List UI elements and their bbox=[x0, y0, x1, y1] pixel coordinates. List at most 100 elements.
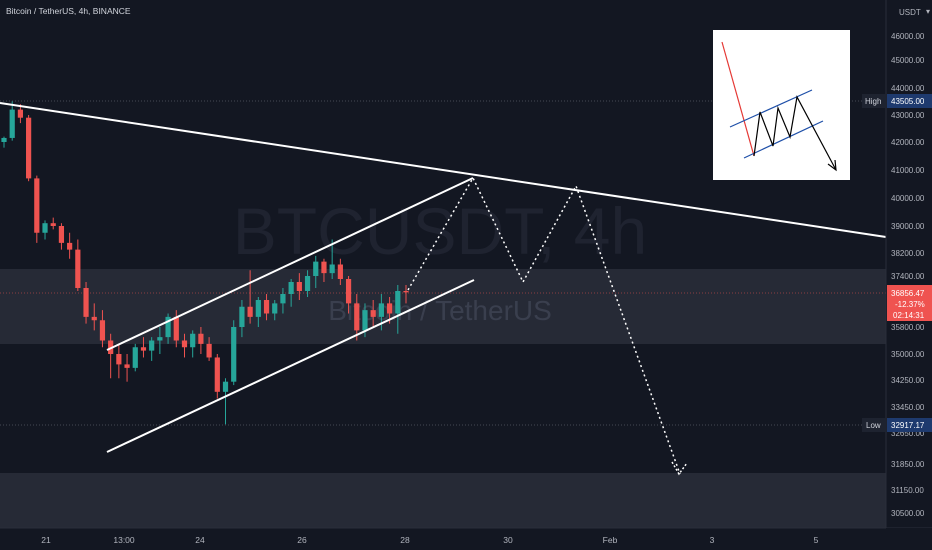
price-tick-label: 30500.00 bbox=[891, 509, 925, 518]
candle-body bbox=[345, 279, 352, 304]
price-ticks: 46000.00 45000.00 44000.00 43000.00 42000.00… bbox=[891, 32, 925, 518]
price-tick-label: 39000.00 bbox=[891, 222, 925, 231]
support-zone bbox=[0, 473, 886, 528]
candle-body bbox=[42, 223, 48, 233]
candle-body bbox=[165, 316, 171, 338]
candle-body bbox=[58, 226, 65, 243]
descending-trendline[interactable] bbox=[0, 102, 887, 238]
low-label: Low bbox=[866, 421, 881, 430]
price-tick-label: 33450.00 bbox=[891, 403, 925, 412]
symbol-title: Bitcoin / TetherUS, 4h, BINANCE bbox=[6, 6, 131, 16]
candle-body bbox=[124, 364, 130, 368]
candle-body bbox=[116, 354, 122, 365]
candles bbox=[1, 101, 409, 425]
candle-body bbox=[26, 117, 32, 179]
candle-body bbox=[280, 294, 286, 304]
channel-upper-line[interactable] bbox=[106, 177, 474, 351]
last-price-badge: 36856.47 -12.37% 02:14:31 bbox=[887, 285, 932, 321]
high-marker: High 43505.00 bbox=[862, 94, 932, 108]
price-tick-label: 34250.00 bbox=[891, 376, 925, 385]
price-tick-label: 31150.00 bbox=[891, 486, 924, 495]
time-tick-label: 13:00 bbox=[113, 535, 135, 545]
candle-body bbox=[157, 337, 163, 341]
price-tick-label: 37400.00 bbox=[891, 272, 925, 281]
price-axis[interactable]: USDT ▾ 46000.0045000.0044000.0043000.004… bbox=[885, 0, 932, 528]
price-tick-label: 35800.00 bbox=[891, 323, 925, 332]
candle-body bbox=[354, 303, 360, 331]
candle-body bbox=[362, 310, 368, 331]
candle-body bbox=[263, 300, 270, 314]
candle-body bbox=[304, 276, 311, 291]
time-tick-label: 24 bbox=[195, 535, 205, 545]
low-value: 32917.17 bbox=[891, 421, 925, 430]
watermark-name: Bitcoin / TetherUS bbox=[328, 295, 552, 326]
time-tick-label: 26 bbox=[297, 535, 307, 545]
projected-arrow-head bbox=[671, 461, 688, 476]
candle-body bbox=[99, 320, 106, 341]
candle-body bbox=[222, 381, 229, 392]
candle-body bbox=[181, 340, 188, 348]
time-tick-label: 5 bbox=[814, 535, 819, 545]
high-label: High bbox=[865, 97, 881, 106]
candle-body bbox=[140, 347, 147, 351]
candle-body bbox=[75, 249, 81, 288]
candle-body bbox=[206, 343, 212, 358]
candle-body bbox=[190, 333, 196, 348]
candle-body bbox=[272, 303, 278, 314]
time-tick-label: 28 bbox=[400, 535, 410, 545]
candle-body bbox=[198, 333, 204, 344]
high-value: 43505.00 bbox=[891, 97, 925, 106]
time-tick-label: 3 bbox=[710, 535, 715, 545]
chevron-down-icon[interactable]: ▾ bbox=[926, 7, 930, 16]
candle-body bbox=[34, 178, 40, 233]
candle-body bbox=[214, 357, 220, 392]
candle-body bbox=[149, 340, 155, 351]
low-marker: Low 32917.17 bbox=[862, 418, 932, 432]
candle-body bbox=[395, 291, 401, 314]
candle-body bbox=[132, 347, 138, 368]
price-tick-label: 46000.00 bbox=[891, 32, 925, 41]
candle-body bbox=[370, 310, 376, 317]
price-tick-label: 35000.00 bbox=[891, 350, 925, 359]
candle-body bbox=[403, 291, 409, 293]
price-tick-label: 42000.00 bbox=[891, 138, 925, 147]
candle-body bbox=[173, 316, 179, 341]
candle-body bbox=[337, 264, 343, 279]
price-tick-label: 32650.00 bbox=[891, 429, 925, 438]
change-percent: -12.37% bbox=[895, 300, 925, 309]
candle-body bbox=[329, 264, 335, 274]
candle-body bbox=[255, 300, 261, 317]
watermark-symbol: BTCUSDT, 4h bbox=[233, 194, 647, 268]
candle-body bbox=[386, 303, 393, 314]
price-tick-label: 40000.00 bbox=[891, 194, 925, 203]
candle-body bbox=[67, 242, 73, 250]
candle-body bbox=[1, 137, 7, 142]
price-tick-label: 41000.00 bbox=[891, 166, 925, 175]
channel-lower-line[interactable] bbox=[106, 279, 475, 453]
projected-path[interactable] bbox=[407, 176, 681, 475]
time-tick-label: 21 bbox=[41, 535, 51, 545]
candle-body bbox=[83, 288, 89, 317]
candle-body bbox=[321, 261, 327, 274]
candle-body bbox=[247, 306, 253, 317]
candle-body bbox=[91, 316, 97, 321]
price-tick-label: 38200.00 bbox=[891, 249, 925, 258]
currency-label: USDT bbox=[899, 8, 921, 17]
candle-body bbox=[239, 306, 245, 327]
candle-body bbox=[313, 261, 319, 276]
time-tick-label: Feb bbox=[603, 535, 618, 545]
candle-body bbox=[9, 109, 15, 138]
bar-countdown: 02:14:31 bbox=[893, 311, 925, 320]
last-price-value: 36856.47 bbox=[891, 289, 925, 298]
candle-body bbox=[17, 109, 24, 118]
price-tick-label: 43000.00 bbox=[891, 111, 925, 120]
candle-body bbox=[231, 327, 237, 382]
time-ticks: 21 13:00 24 26 28 30 Feb 3 5 bbox=[41, 535, 818, 545]
candle-body bbox=[50, 223, 56, 226]
candle-body bbox=[296, 282, 302, 291]
candle-body bbox=[378, 303, 384, 317]
time-axis[interactable]: 21 13:00 24 26 28 30 Feb 3 5 bbox=[0, 527, 932, 550]
price-tick-label: 44000.00 bbox=[891, 84, 925, 93]
time-tick-label: 30 bbox=[503, 535, 513, 545]
